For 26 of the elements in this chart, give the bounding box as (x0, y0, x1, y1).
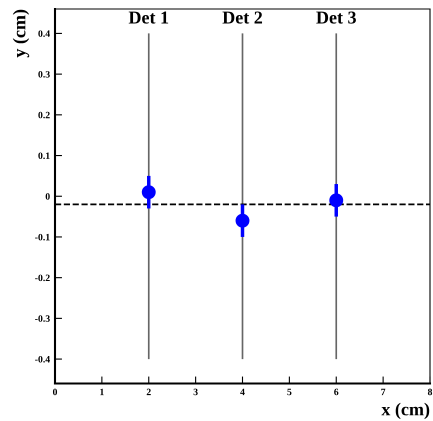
x-tick-label: 3 (194, 388, 198, 396)
y-tick-label: -0.2 (35, 274, 50, 282)
x-tick-label: 1 (100, 388, 104, 396)
y-axis-title: y (cm) (12, 10, 30, 58)
point (142, 185, 156, 200)
point (329, 193, 344, 208)
x-tick-label: 7 (381, 388, 386, 396)
x-tick-label: 8 (428, 388, 432, 396)
y-tick-label: 0.4 (38, 30, 50, 37)
ref-line-label: Det 3 (316, 12, 356, 24)
x-tick-label: 5 (287, 388, 292, 396)
x-tick-label: 0 (52, 388, 58, 396)
point (236, 214, 250, 228)
x-axis-title: x (cm) (381, 402, 430, 420)
y-tick-label: -0.1 (35, 234, 50, 240)
y-tick-label: -0.3 (35, 315, 50, 322)
y-tick-label: 0.2 (38, 112, 50, 118)
x-tick-label: 2 (146, 388, 151, 396)
y-tick-label: 0.1 (38, 152, 50, 160)
x-tick-label: 6 (334, 388, 338, 396)
y-tick-label: 0.3 (38, 71, 50, 78)
y-tick-label: 0 (46, 193, 50, 200)
x-tick-label: 4 (240, 388, 245, 396)
y-tick-label: -0.4 (35, 356, 50, 363)
ref-line-label: Det 2 (222, 12, 262, 24)
ref-line-label: Det 1 (128, 12, 168, 24)
